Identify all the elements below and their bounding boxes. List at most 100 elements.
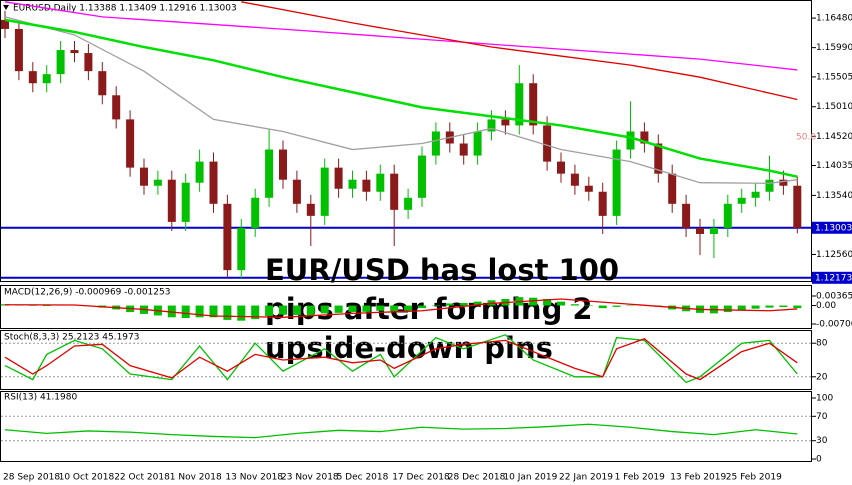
macd-bar [570,304,579,306]
candle-body [737,197,746,204]
x-tick-label: 22 Oct 2018 [114,473,170,483]
annotation: upside-down pins [265,331,553,365]
candle-body [70,50,79,54]
candle-body [362,179,371,192]
candle-body [640,131,649,144]
y-tick-label: 1.15990 [816,43,852,53]
candle-body [570,173,579,186]
annotation: EUR/USD has lost 100 [265,253,619,287]
y-tick-label: 20 [816,372,828,382]
candle-body [181,182,190,222]
candle-body [306,203,315,216]
macd-bar [376,305,385,311]
macd-bar [320,305,329,314]
macd-bar [279,305,287,315]
macd-bar [584,305,593,307]
stoch-pane [0,330,812,390]
candle-body [709,227,718,234]
candle-body [153,179,162,186]
macd-bar [348,305,357,313]
candle-body [557,161,565,174]
macd-bar [626,305,635,307]
macd-bar [418,305,426,309]
candle-body [376,173,385,192]
macd-bar [292,305,301,315]
candle-body [473,131,482,156]
macd-bar [793,305,802,309]
macd-bar [42,305,51,307]
indicator-line [4,334,798,384]
candle-body [584,185,593,192]
macd-bar [431,305,440,307]
candle-body [167,179,176,222]
candle-body [751,191,760,198]
candle-body [696,227,704,234]
candle-body [654,143,663,174]
x-tick-label: 13 Nov 2018 [225,473,283,483]
y-tick-label: -0.007065 [816,319,852,329]
candle-body [779,179,788,186]
candle-body [459,143,468,156]
macd-pane [0,285,812,329]
candle-body [626,131,635,150]
y-tick-label: 30 [816,436,828,446]
y-tick-label: 1.15010 [816,102,852,112]
candle-body [487,119,496,132]
x-tick-label: 17 Dec 2018 [392,473,450,483]
level-label-box [812,221,852,234]
y-tick-label: 1.14035 [816,161,852,171]
candle-body [223,203,232,271]
macd-bar [237,305,246,321]
candle-body [265,149,274,198]
macd-bar [445,303,454,306]
rsi-pane [0,391,812,462]
y-tick-label: 1.16480 [816,14,852,24]
candle-body [723,203,732,228]
candle-body [279,149,287,180]
candle-body [292,179,301,204]
y-tick-label: 1.14520 [816,132,852,142]
candle-body [501,119,510,126]
macd-bar [306,305,315,316]
macd-bar [459,302,468,306]
candle-body [56,50,65,75]
level-label-box [812,271,852,284]
candle-body [112,95,121,120]
candle-body [140,167,148,186]
macd-bar [765,305,774,308]
candle-body [320,167,329,216]
x-tick-label: 10 Oct 2018 [59,473,115,483]
macd-bar [334,305,343,313]
macd-bar [751,305,760,309]
candle-body [42,74,51,84]
candle-body [418,155,426,198]
indicator-line [4,1,798,71]
indicator-line [4,18,798,178]
price-pane [0,0,812,282]
candle-body [195,161,204,183]
y-tick-label: 0.00 [816,301,836,311]
candle-body [126,119,135,168]
indicator-line [4,423,798,439]
pane-title: Stoch(8,3,3) 25.2123 45.1973 [4,333,139,343]
candle-body [598,191,607,216]
x-tick-label: 1 Feb 2019 [615,473,666,483]
x-tick-label: 28 Sep 2018 [3,473,60,483]
macd-bar [404,305,413,311]
macd-bar [195,305,204,318]
x-tick-label: 10 Jan 2019 [503,473,557,483]
macd-bar [598,305,607,309]
macd-bar [473,301,482,306]
x-tick-label: 23 Nov 2018 [281,473,339,483]
macd-bar [737,305,746,311]
fib-label: 50.0 [796,133,816,143]
candle-body [612,149,621,216]
y-tick-label: 1.12560 [816,250,852,260]
candle-body [1,19,9,29]
x-tick-label: 5 Dec 2018 [337,473,389,483]
x-tick-label: 22 Jan 2019 [559,473,613,483]
indicator-line [4,16,798,184]
pane-title: RSI(13) 41.1980 [4,393,77,403]
y-tick-label: 80 [816,339,828,349]
